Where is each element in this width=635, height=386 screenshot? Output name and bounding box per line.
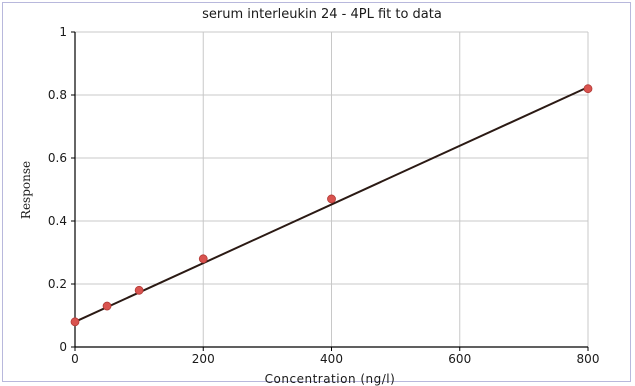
points-group: [70, 84, 593, 327]
data-point: [583, 84, 593, 94]
y-tick-label: 0.4: [48, 214, 67, 228]
chart-title: serum interleukin 24 - 4PL fit to data: [202, 7, 442, 22]
grid: [75, 31, 589, 347]
x-tick-label: 0: [71, 352, 79, 366]
y-axis-label: Response: [19, 161, 33, 219]
y-tick-label: 0: [59, 340, 67, 354]
x-tick-label: 400: [320, 352, 343, 366]
x-axis-label: Concentration (ng/l): [265, 372, 396, 386]
data-point: [198, 254, 208, 264]
x-tick-label: 200: [192, 352, 215, 366]
data-point: [70, 317, 80, 327]
data-point: [134, 285, 144, 295]
data-point: [102, 301, 112, 311]
x-tick-label: 600: [448, 352, 471, 366]
x-tick-label: 800: [577, 352, 600, 366]
data-point: [327, 194, 336, 204]
fit-line: [74, 86, 589, 323]
fit-line-group: [74, 86, 589, 323]
y-tick-label: 0.6: [48, 151, 67, 165]
y-tick-label: 1: [59, 25, 67, 39]
y-tick-label: 0.8: [48, 88, 67, 102]
chart-frame: [2, 2, 631, 382]
ticks: 0 200 400 600 800 0 0.2 0.4 0.6 0.8 1: [48, 25, 600, 366]
y-tick-label: 0.2: [48, 277, 67, 291]
